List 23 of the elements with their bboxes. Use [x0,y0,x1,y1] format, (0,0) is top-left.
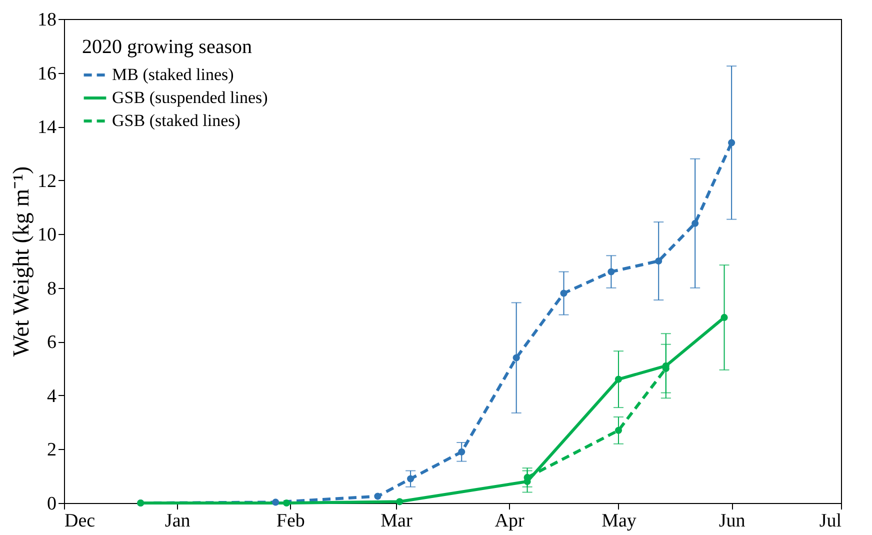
x-tick-label: Feb [276,510,305,532]
legend-label: GSB (staked lines) [112,111,240,130]
y-tick-label: 14 [38,117,57,138]
y-axis-title: Wet Weight (kg m⁻¹) [8,166,34,357]
y-tick-label: 6 [47,332,56,354]
x-tick-label: Mar [380,510,413,532]
x-tick-label: Apr [494,510,525,532]
x-tick-label: May [602,510,637,532]
legend-label: GSB (suspended lines) [112,88,268,107]
legend-label: MB (staked lines) [112,65,234,84]
y-tick-label: 0 [47,494,56,514]
legend-title: 2020 growing season [82,36,252,58]
y-tick-label: 16 [38,63,56,84]
y-tick-label: 18 [38,10,56,30]
x-tick-label: Jul [819,510,842,532]
x-tick-label: Dec [64,510,96,532]
y-tick-label: 2 [47,440,56,461]
x-tick-label: Jan [164,510,191,532]
y-tick-label: 12 [38,170,56,192]
x-tick-label: Jun [718,510,746,532]
y-tick-label: 10 [38,224,56,246]
y-tick-label: 4 [47,386,57,407]
y-tick-label: 8 [47,278,56,300]
